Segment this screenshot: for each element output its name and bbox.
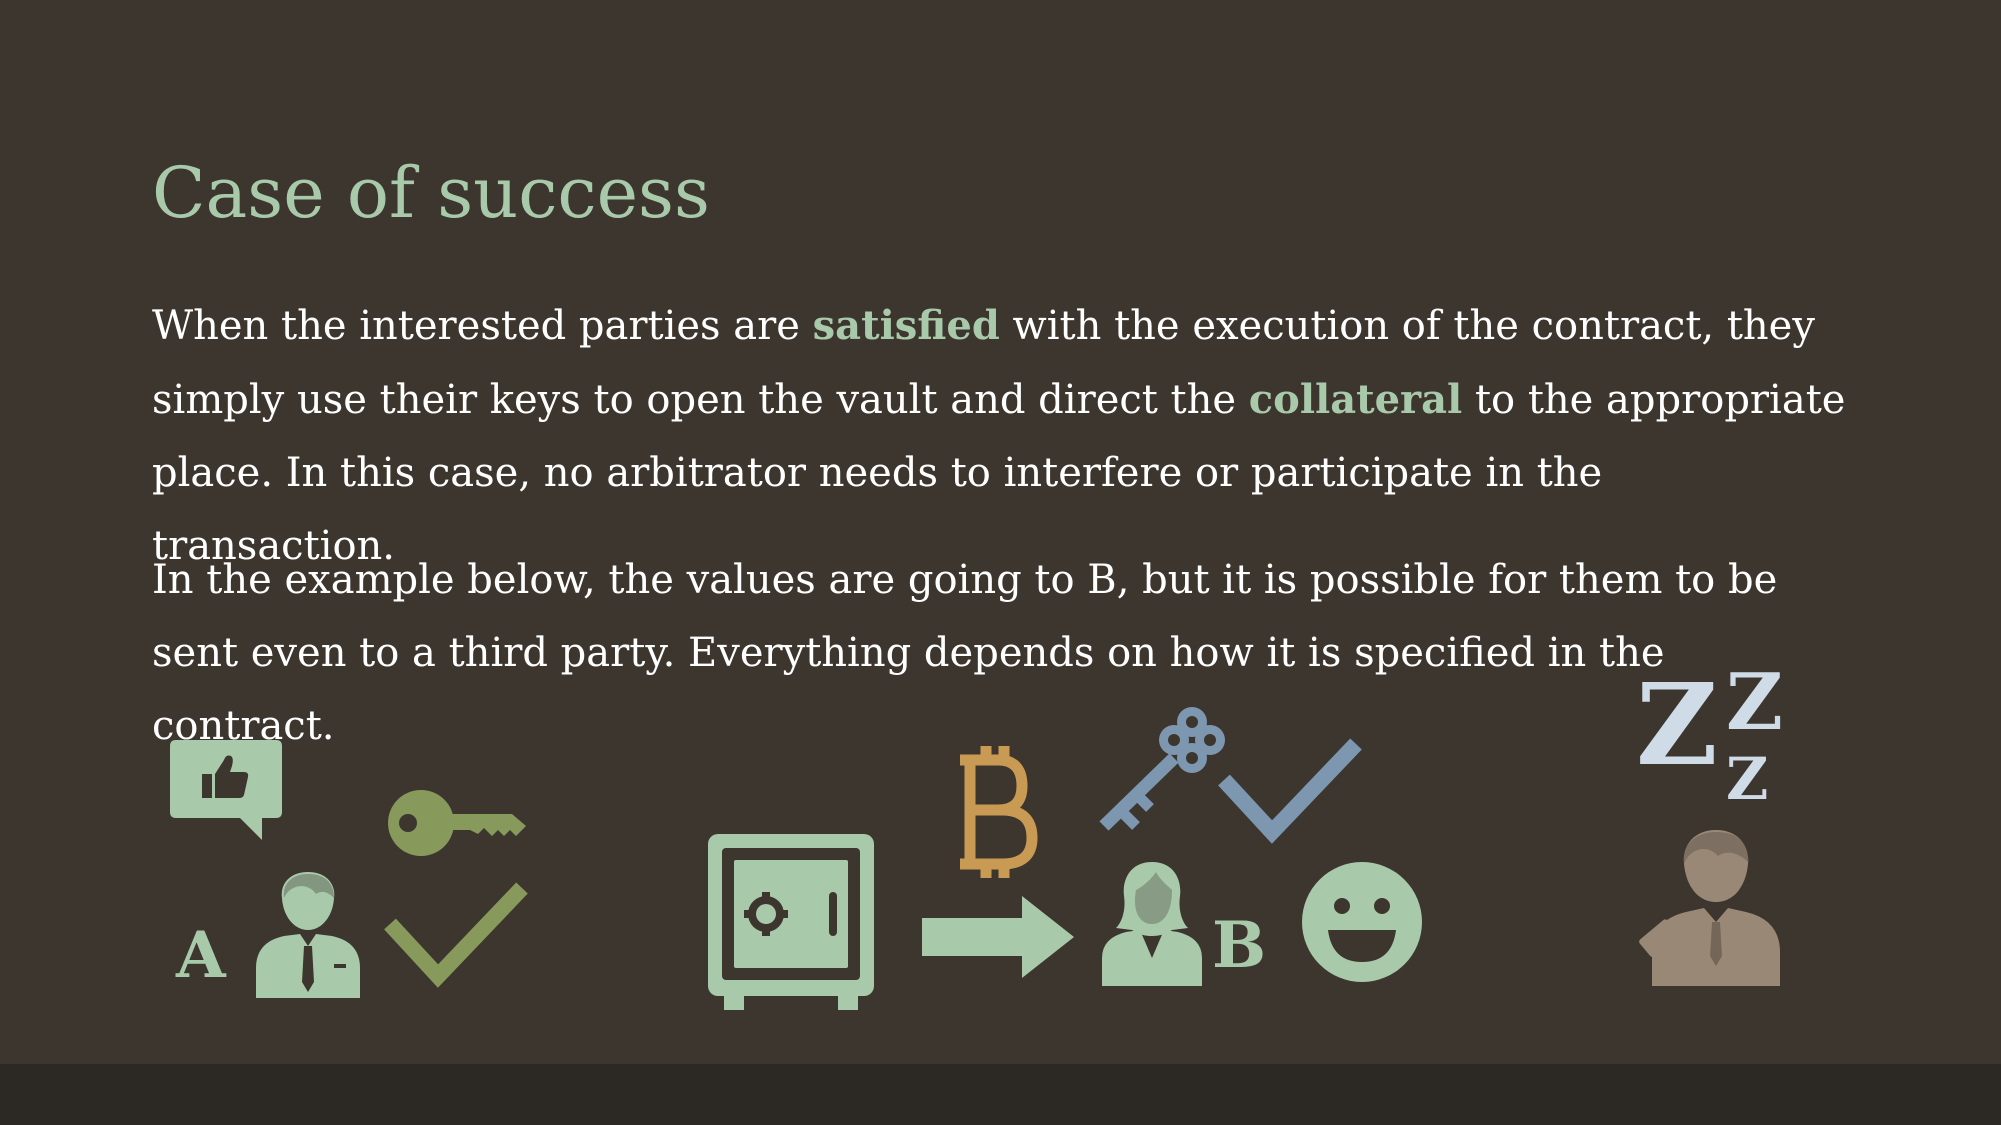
smiley-icon <box>1302 862 1422 982</box>
sleep-letter-medium: Z <box>1726 657 1783 748</box>
ornate-key-icon <box>1099 707 1225 831</box>
highlight-satisfied: satisfied <box>812 302 1000 349</box>
party-b-label: B <box>1212 908 1267 983</box>
businesswoman-icon <box>1102 862 1202 986</box>
party-a-label: A <box>176 918 226 993</box>
arrow-right-icon <box>922 896 1074 978</box>
slide-title: Case of success <box>152 152 710 234</box>
paragraph1-text-2: with the execution of the contract, they… <box>152 303 1815 423</box>
thumbs-up-speech-icon <box>170 740 282 840</box>
paragraph-success-explanation: When the interested parties are satisfie… <box>152 289 1852 583</box>
arbitrator-icon <box>1639 830 1780 986</box>
checkmark-icon <box>384 882 528 988</box>
sleep-letter-small: Z <box>1726 745 1769 813</box>
bitcoin-icon <box>960 746 1038 878</box>
paragraph-example: In the example below, the values are goi… <box>152 557 1778 749</box>
paragraph1-text-1: When the interested parties are <box>152 303 813 349</box>
key-icon <box>388 790 526 856</box>
slide: Case of success When the interested part… <box>152 152 1852 1010</box>
safe-icon <box>708 834 874 1010</box>
businessman-icon <box>256 872 360 998</box>
paragraph1-text-3: to the appropriate place. In this case, … <box>152 377 1846 569</box>
footer-bar <box>0 1064 2001 1125</box>
highlight-collateral: collateral <box>1248 376 1463 423</box>
sleep-letter-large: Z <box>1636 660 1718 791</box>
checkmark-icon-blue <box>1218 738 1362 844</box>
